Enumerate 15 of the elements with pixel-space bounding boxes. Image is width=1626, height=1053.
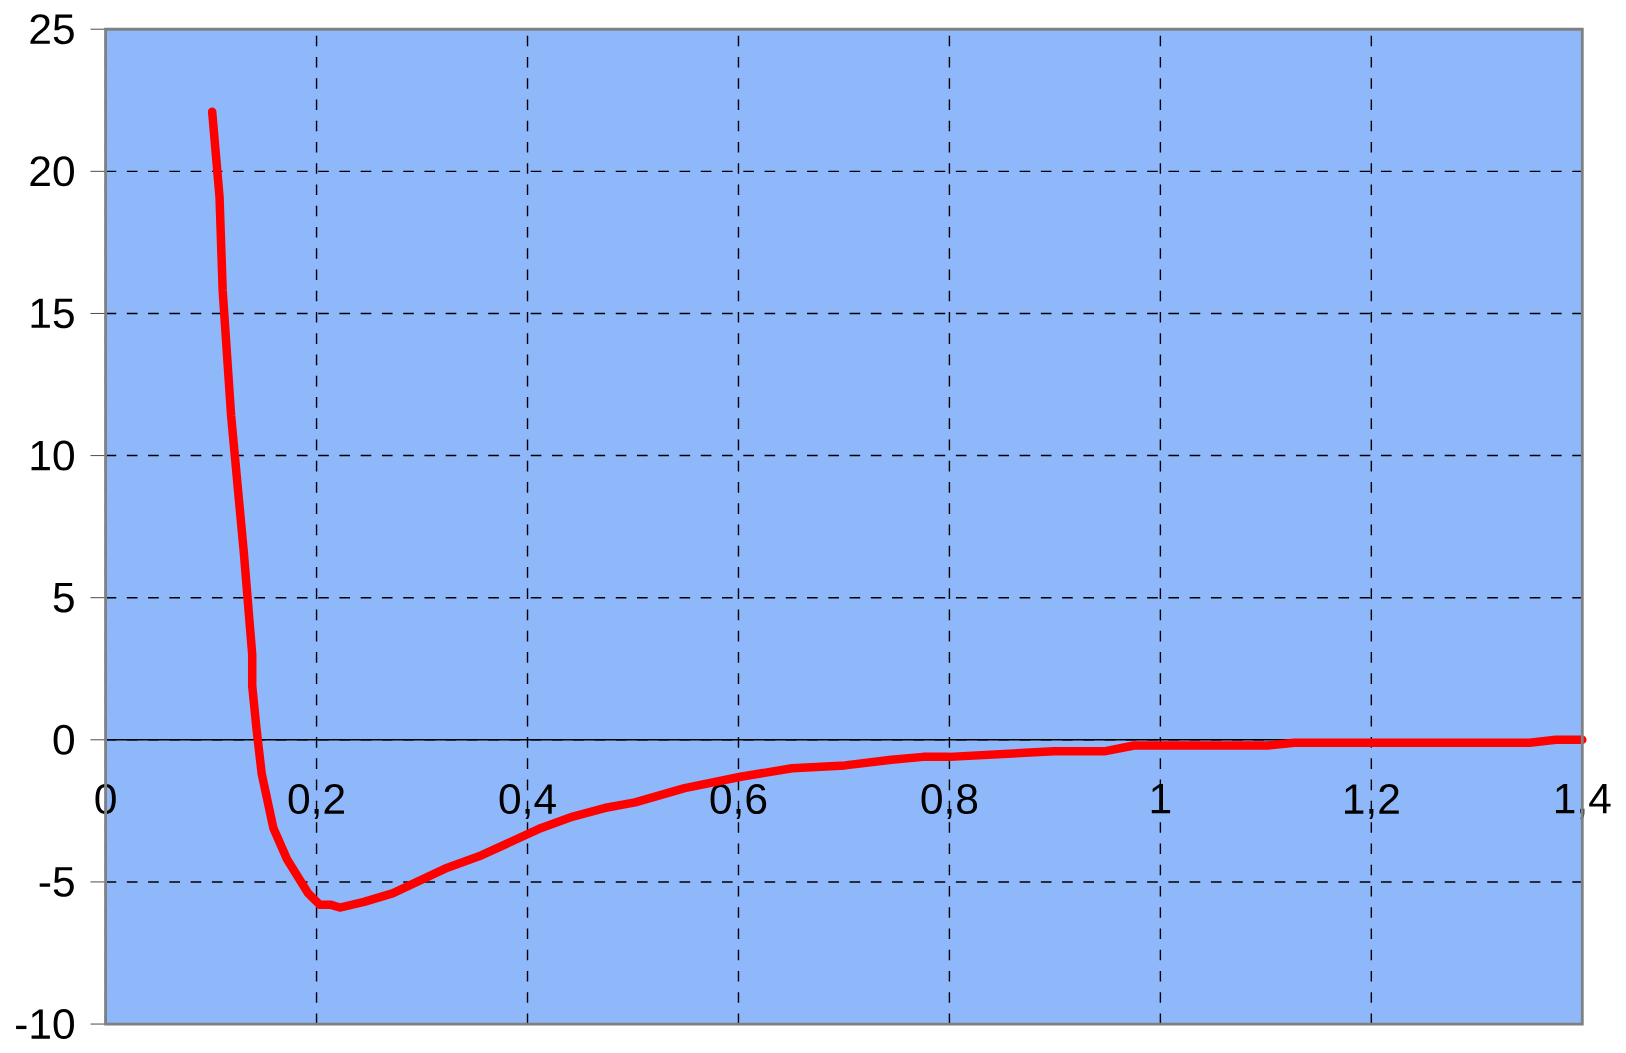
y-tick-label: 20 [30,156,74,187]
y-tick-label: 15 [31,298,74,329]
y-tick-label: 25 [30,14,74,45]
y-tick-label: 10 [31,440,74,471]
x-tick-label: 1,4 [1555,783,1611,819]
x-tick-label: 0,6 [710,783,767,819]
y-tick-label: 0 [53,724,74,755]
y-tick-label: -5 [39,866,74,897]
x-tick-label: 0,2 [288,783,344,819]
x-tick-label: 0,8 [921,783,978,819]
x-tick-label: 0 [95,783,116,814]
x-tick-label: 0,4 [499,783,556,819]
y-tick-label: -10 [16,1008,74,1039]
x-tick-label: 1,2 [1345,783,1399,819]
y-tick-label: 5 [53,582,74,613]
